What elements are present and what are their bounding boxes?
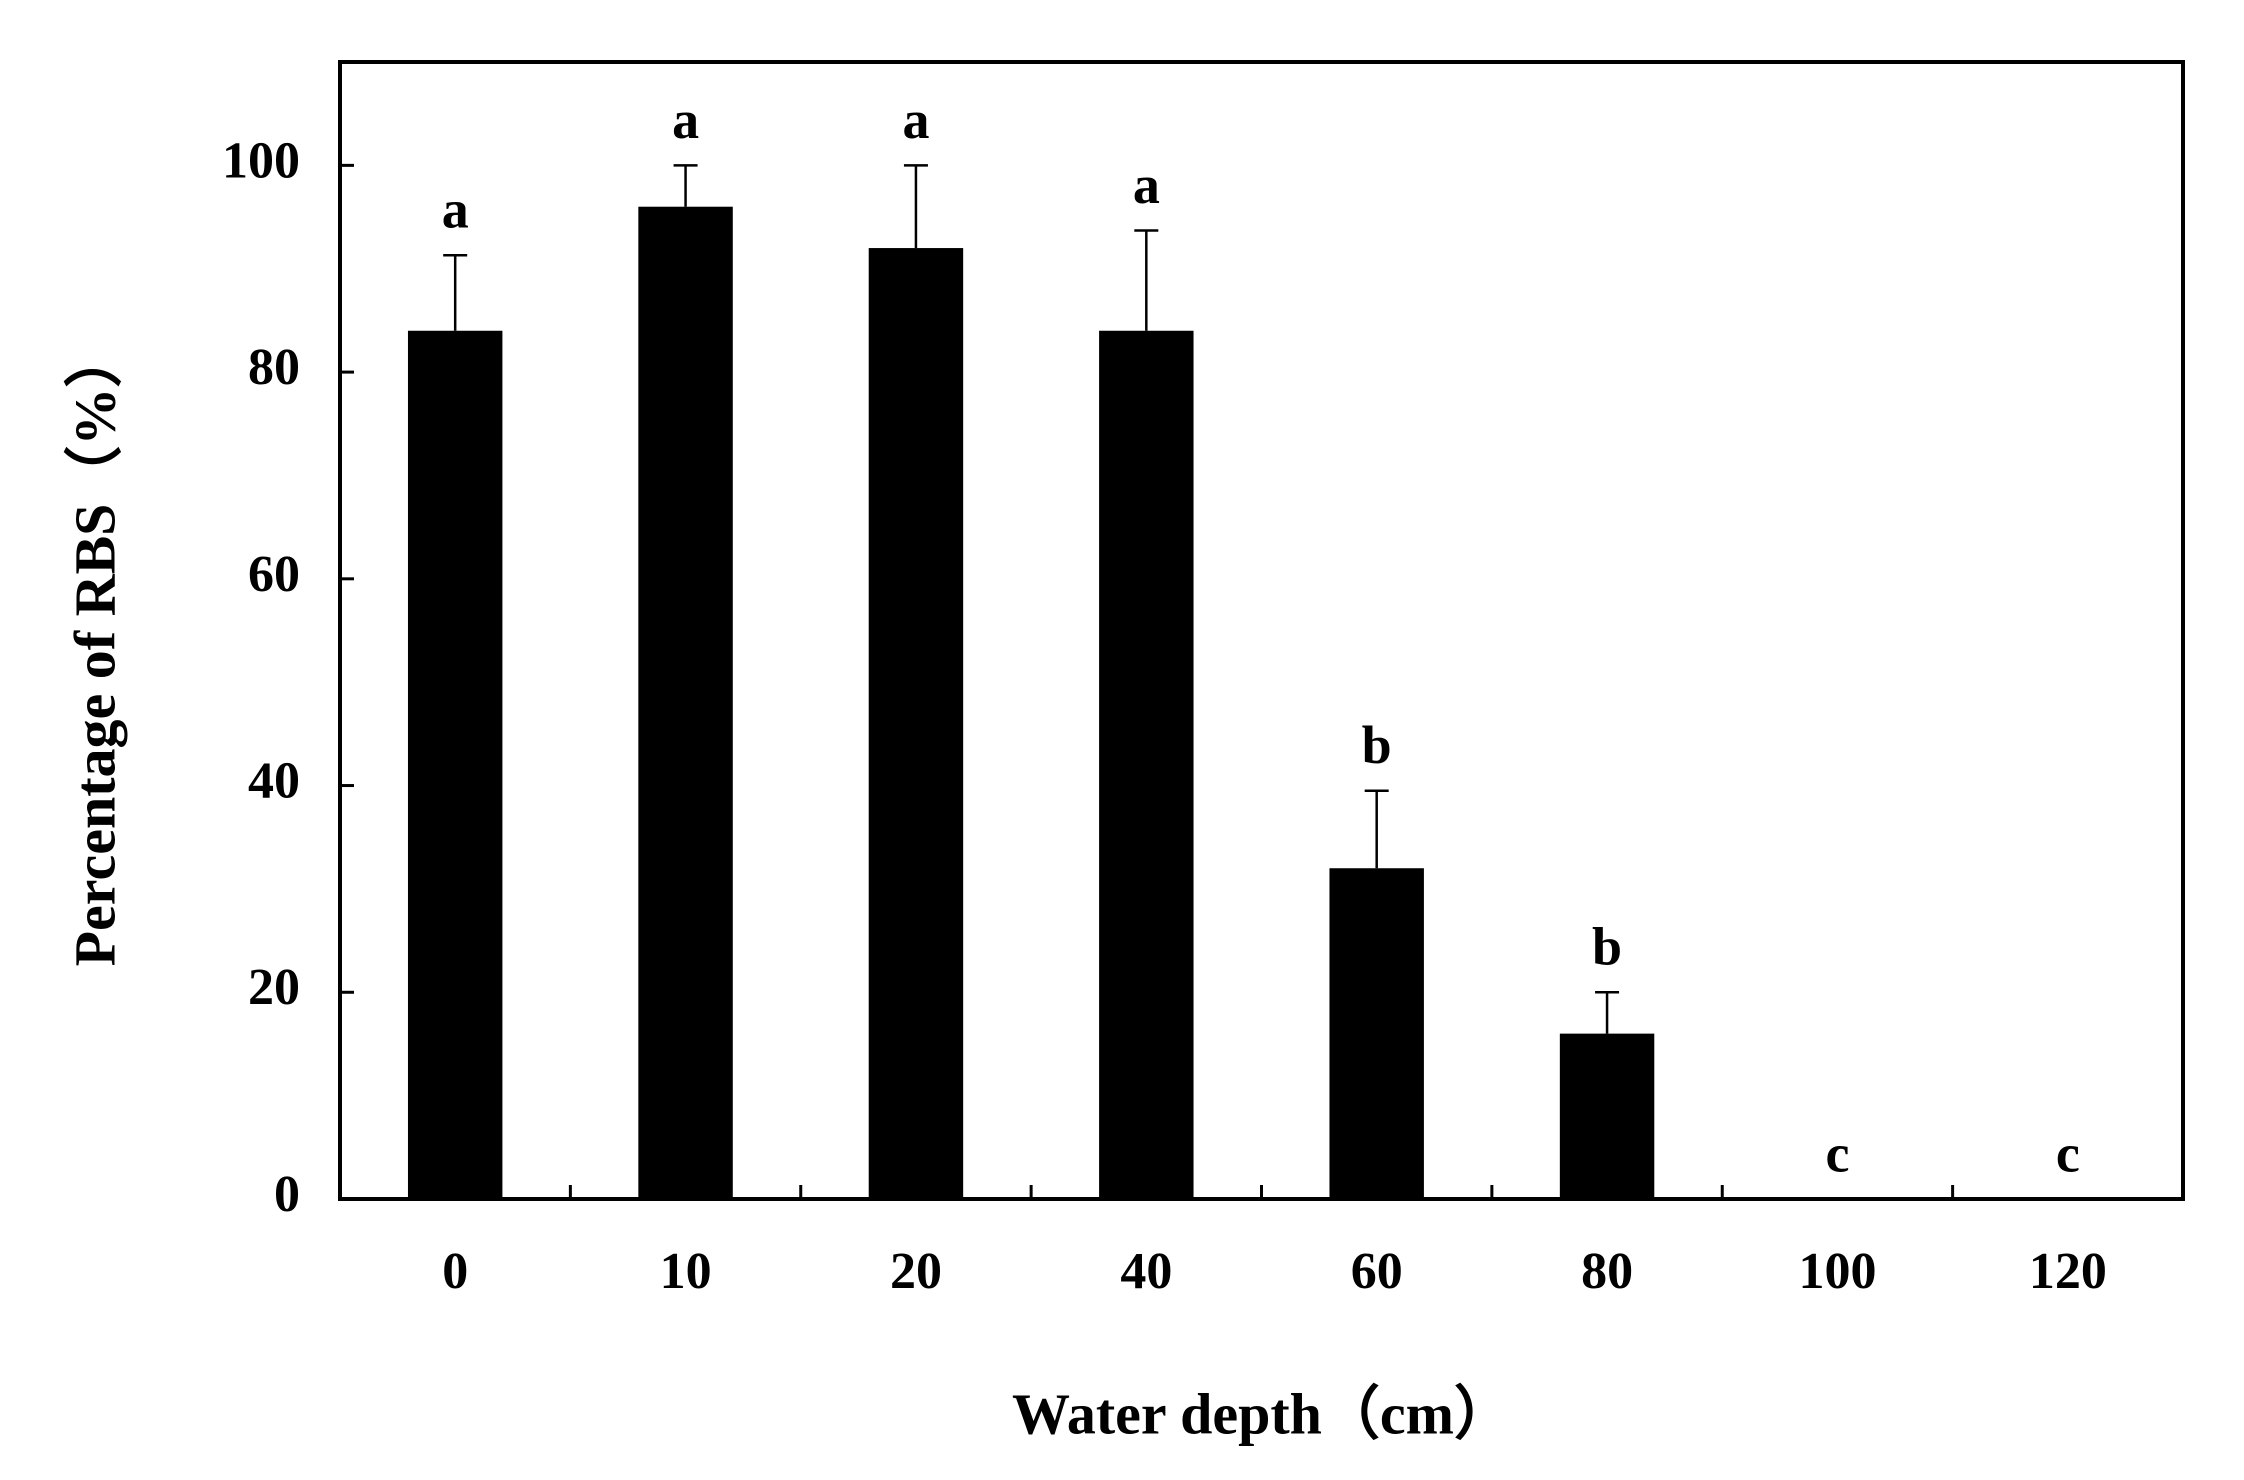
significance-label: a <box>1133 155 1160 215</box>
significance-label: b <box>1592 917 1622 977</box>
x-tick-label: 120 <box>2029 1243 2107 1300</box>
y-tick-label: 0 <box>274 1166 300 1223</box>
error-bar <box>1134 229 1159 331</box>
x-axis-title: Water depth（cm） <box>1012 1381 1512 1446</box>
x-tick-label: 10 <box>660 1243 712 1300</box>
y-tick-label: 80 <box>248 339 300 396</box>
x-tick-label: 40 <box>1120 1243 1172 1300</box>
error-bar <box>1595 991 1620 1034</box>
error-bar <box>443 254 468 331</box>
y-tick-label: 100 <box>222 132 300 189</box>
significance-label: c <box>1825 1123 1849 1183</box>
x-tick-label: 80 <box>1581 1243 1633 1300</box>
error-bar <box>903 164 928 249</box>
y-tick-label: 40 <box>248 752 300 809</box>
x-tick-label: 60 <box>1351 1243 1403 1300</box>
significance-label: b <box>1362 715 1392 775</box>
bar <box>1099 330 1194 1199</box>
x-tick-label: 20 <box>890 1243 942 1300</box>
bar <box>638 206 733 1199</box>
x-tick-label: 0 <box>442 1243 468 1300</box>
significance-label: a <box>442 180 469 240</box>
bar <box>1329 868 1424 1199</box>
y-tick-label: 60 <box>248 546 300 603</box>
significance-label: a <box>902 90 929 150</box>
significance-label: a <box>672 90 699 150</box>
error-bar <box>1364 789 1389 869</box>
bar <box>868 248 964 1199</box>
error-bar <box>673 164 698 207</box>
plot-frame <box>338 60 2185 1201</box>
y-tick-label: 20 <box>248 959 300 1016</box>
y-axis-title: Percentage of RBS（%） <box>62 330 127 967</box>
bar <box>1559 1033 1655 1199</box>
bar <box>407 330 503 1199</box>
x-tick-label: 100 <box>1798 1243 1876 1300</box>
significance-label: c <box>2056 1123 2080 1183</box>
